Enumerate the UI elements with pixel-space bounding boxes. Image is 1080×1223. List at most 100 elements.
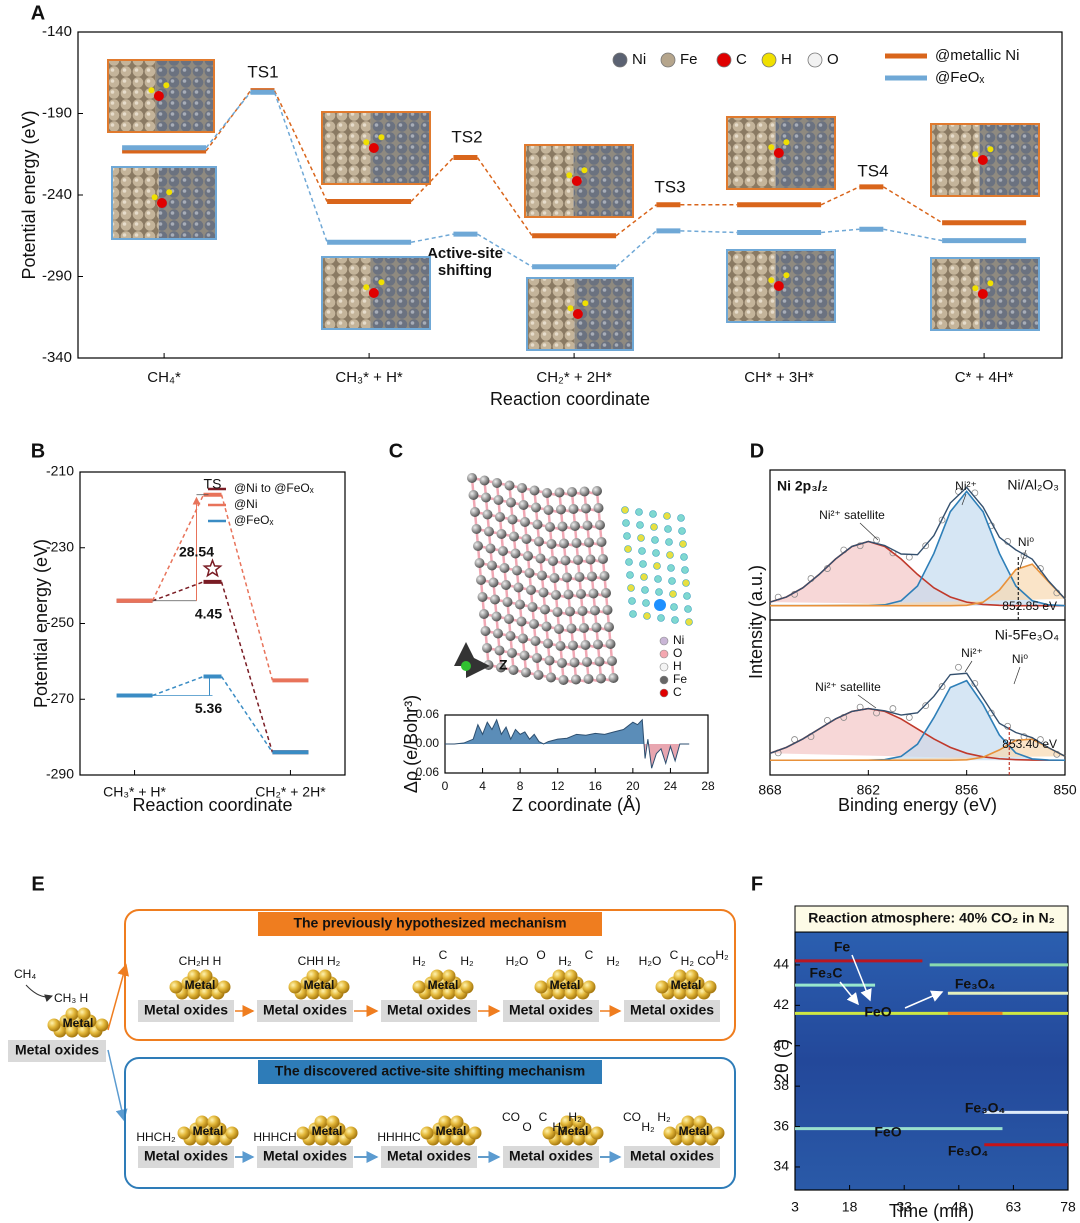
- annotation: 4.45: [195, 605, 222, 621]
- atom-h: [987, 146, 994, 153]
- atom: [484, 526, 494, 537]
- atom-legend-swatch: [612, 52, 628, 68]
- structure-image: [775, 250, 835, 322]
- annotation: Ni²⁺: [955, 479, 977, 493]
- atom: [555, 641, 566, 651]
- metal-atom: [187, 969, 201, 983]
- metal-atom: [326, 1115, 340, 1129]
- y-tick-label: -290: [46, 766, 74, 782]
- image-frame: [107, 59, 215, 133]
- atom: [554, 487, 565, 498]
- pointer: [857, 694, 877, 709]
- metal-atom: [438, 1132, 452, 1146]
- atom-h: [768, 144, 775, 151]
- adsorbate: C: [585, 948, 594, 962]
- atom: [534, 536, 544, 547]
- image-frame: [111, 166, 217, 240]
- mechanism-banner: [258, 912, 602, 936]
- atom: [496, 662, 506, 673]
- metal-atom: [560, 1132, 574, 1146]
- metal-atom: [326, 1132, 340, 1146]
- annotation: TS4: [857, 161, 888, 180]
- isosurface: [639, 560, 647, 568]
- atom: [546, 672, 556, 683]
- metal-atom: [65, 1007, 79, 1021]
- atom-legend-label: O: [827, 51, 839, 68]
- x-tick-label: 3: [791, 1199, 799, 1215]
- metal-atom: [95, 1018, 109, 1032]
- atom-h: [768, 277, 775, 284]
- x-axis-label: Time (min): [889, 1201, 974, 1221]
- fit-line: [770, 563, 1066, 607]
- isosurface: [643, 612, 651, 620]
- atom: [482, 643, 492, 653]
- branch-arrow: [107, 963, 129, 1031]
- structure-image: [727, 250, 776, 322]
- adsorbate: H₂: [552, 1120, 566, 1134]
- adsorbate: H₂O: [639, 954, 662, 968]
- pointer: [961, 493, 967, 506]
- atom-h: [972, 151, 979, 158]
- atom: [579, 486, 590, 497]
- atom: [588, 588, 599, 599]
- atom: [531, 502, 541, 513]
- connector: [680, 230, 738, 234]
- support-block: [381, 1146, 477, 1168]
- connector: [205, 91, 252, 149]
- metal-atom: [47, 1018, 61, 1032]
- star-marker: [202, 558, 223, 578]
- y-tick-label: -340: [42, 349, 72, 366]
- x-tick-label: 20: [626, 779, 640, 793]
- atom: [520, 517, 530, 527]
- panel-label: F: [751, 873, 763, 895]
- atom-c: [571, 176, 582, 186]
- atom: [604, 622, 614, 632]
- panel-label: E: [31, 873, 44, 895]
- isosurface: [682, 579, 690, 587]
- atom-legend-label: Fe: [673, 672, 687, 686]
- support-block: [138, 1146, 234, 1168]
- metal-label: Metal: [428, 978, 459, 992]
- atom: [494, 645, 505, 656]
- x-tick-label: 862: [857, 782, 881, 798]
- isosurface: [666, 551, 674, 559]
- atom: [477, 592, 488, 602]
- metal-label: Metal: [193, 1124, 224, 1138]
- connector: [152, 581, 204, 602]
- atom: [493, 495, 504, 505]
- isosurface: [681, 566, 689, 574]
- mechanism-banner: [258, 1060, 602, 1084]
- atom: [569, 657, 580, 668]
- y-tick-label: -230: [46, 538, 74, 554]
- metal-atom: [420, 1126, 434, 1140]
- metal-atom: [296, 1126, 310, 1140]
- atom: [543, 638, 553, 649]
- atom: [583, 674, 594, 684]
- metal-atom: [314, 1115, 328, 1129]
- data-point: [873, 536, 880, 544]
- isosurface: [679, 540, 687, 548]
- metal-atom: [552, 969, 566, 983]
- panel-label: C: [389, 440, 403, 462]
- atom-legend-swatch: [761, 52, 777, 68]
- atom: [526, 585, 536, 595]
- atom: [599, 571, 610, 581]
- atom-h: [166, 189, 173, 196]
- atom-legend-swatch: [659, 636, 669, 646]
- annotation: Ni²⁺ satellite: [815, 680, 881, 694]
- metal-label: Metal: [63, 1016, 94, 1030]
- structure-image: [979, 124, 1039, 196]
- annotation: TS1: [247, 62, 278, 81]
- connector: [220, 676, 274, 753]
- y-tick-label: -250: [46, 614, 74, 630]
- annotation: FeO: [864, 1004, 891, 1020]
- support-block: [503, 1146, 599, 1168]
- metal-atom: [195, 1132, 209, 1146]
- annotation: TS3: [654, 177, 685, 196]
- legend-label: @FeOₓ: [935, 69, 984, 86]
- isosurface: [638, 547, 646, 555]
- atom: [542, 488, 552, 498]
- isosurface: [654, 575, 662, 583]
- y-tick-label: 0.00: [416, 736, 440, 750]
- x-tick-label: CH* + 3H*: [744, 369, 814, 386]
